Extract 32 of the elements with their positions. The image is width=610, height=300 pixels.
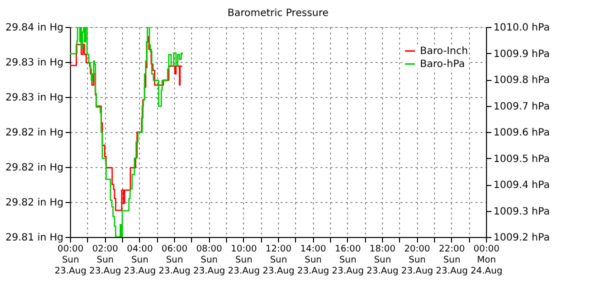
x-tick-label: 08:00 Sun 23.Aug [193, 244, 226, 276]
legend-label: Baro-hPa [420, 59, 465, 70]
y2-tick-label: 1009.8 hPa [494, 75, 550, 86]
x-tick-label: 18:00 Sun 23.Aug [366, 244, 398, 276]
legend-label: Baro-Inch [420, 46, 468, 57]
y2-tick-label: 1009.5 hPa [494, 154, 550, 165]
x-tick-label: 06:00 Sun 23.Aug [158, 244, 190, 276]
y-tick-label: 29.82 in Hg [6, 128, 64, 138]
y-tick-label: 29.82 in Hg [6, 162, 64, 174]
y-tick-label: 29.81 in Hg [6, 232, 64, 244]
y2-tick-label: 1009.7 hPa [494, 101, 550, 112]
y-tick-label: 29.82 in Hg [6, 198, 64, 208]
x-tick-label: 00:00 Mon 24.Aug [470, 244, 502, 276]
y-tick-label: 29.83 in Hg [6, 92, 64, 104]
y-tick-label: 29.83 in Hg [6, 58, 64, 68]
y2-tick-label: 1009.4 hPa [494, 180, 550, 191]
x-tick-label: 16:00 Sun 23.Aug [332, 244, 364, 276]
x-tick-label: 14:00 Sun 23.Aug [297, 244, 330, 276]
y2-tick-label: 1010.0 hPa [494, 22, 550, 34]
x-tick-label: 04:00 Sun 23.Aug [124, 244, 156, 276]
y2-tick-label: 1009.9 hPa [494, 48, 550, 60]
x-tick-label: 10:00 Sun 23.Aug [228, 244, 260, 276]
y-tick-label: 29.84 in Hg [6, 22, 64, 34]
x-tick-label: 02:00 Sun 23.Aug [89, 244, 122, 276]
x-tick-label: 00:00 Sun 23.Aug [54, 244, 86, 276]
x-tick-label: 22:00 Sun 23.Aug [436, 244, 468, 276]
x-tick-label: 20:00 Sun 23.Aug [401, 244, 434, 276]
y2-tick-label: 1009.6 hPa [494, 128, 550, 138]
y2-tick-label: 1009.2 hPa [494, 232, 550, 244]
x-tick-label: 12:00 Sun 23.Aug [262, 244, 294, 276]
y2-tick-label: 1009.3 hPa [494, 206, 550, 218]
chart-title: Barometric Pressure [227, 8, 329, 19]
